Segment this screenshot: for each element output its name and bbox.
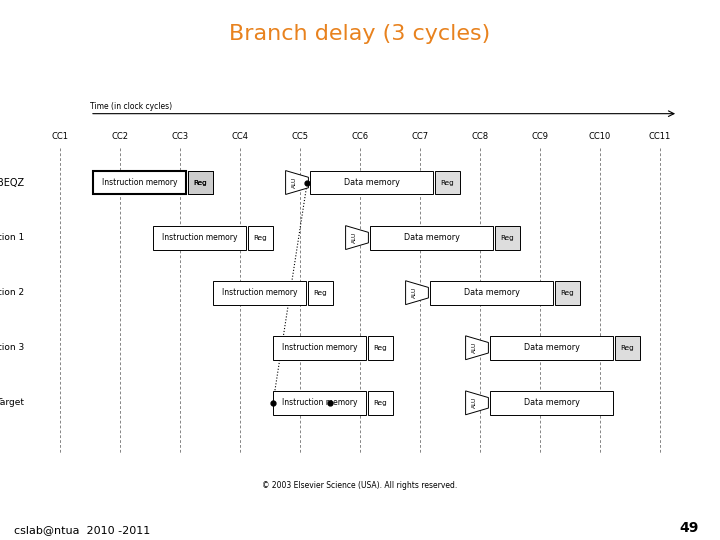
Text: Target: Target (0, 399, 24, 407)
Text: Data memory: Data memory (523, 343, 580, 352)
Bar (310, 171, 433, 194)
Bar (368, 336, 393, 360)
Text: Data memory: Data memory (343, 178, 400, 187)
Text: CC4: CC4 (232, 132, 248, 141)
Bar (431, 281, 553, 305)
Text: cslab@ntua  2010 -2011: cslab@ntua 2010 -2011 (14, 524, 150, 535)
Text: Reg: Reg (194, 179, 207, 186)
Text: Reg: Reg (253, 234, 267, 241)
Text: CC8: CC8 (472, 132, 489, 141)
Text: CC1: CC1 (52, 132, 68, 141)
Text: CC7: CC7 (411, 132, 428, 141)
Text: Instruction 2: Instruction 2 (0, 288, 24, 297)
Bar (248, 226, 273, 249)
Text: CC9: CC9 (531, 132, 549, 141)
Bar (273, 336, 366, 360)
Text: Instruction 1: Instruction 1 (0, 233, 24, 242)
Text: Instruction memory: Instruction memory (162, 233, 238, 242)
Bar (308, 281, 333, 305)
Bar (188, 171, 213, 194)
Bar (273, 391, 366, 415)
Bar (435, 171, 460, 194)
Text: Instruction memory: Instruction memory (282, 399, 357, 407)
Bar (188, 171, 213, 194)
Polygon shape (466, 336, 488, 360)
Text: 49: 49 (679, 521, 698, 535)
Polygon shape (286, 171, 308, 194)
Text: CC2: CC2 (112, 132, 128, 141)
Bar (555, 281, 580, 305)
Text: ALU: ALU (292, 177, 297, 188)
Text: CC10: CC10 (589, 132, 611, 141)
Text: CC3: CC3 (171, 132, 189, 141)
Text: CC11: CC11 (649, 132, 671, 141)
Text: Instruction memory: Instruction memory (282, 343, 357, 352)
Text: Reg: Reg (500, 234, 515, 241)
Text: Reg: Reg (374, 400, 387, 406)
Bar (370, 226, 493, 249)
Text: CC6: CC6 (351, 132, 369, 141)
Polygon shape (405, 281, 428, 305)
Text: Data memory: Data memory (404, 233, 459, 242)
Text: Branch delay (3 cycles): Branch delay (3 cycles) (230, 24, 490, 44)
Text: Reg: Reg (374, 345, 387, 351)
Bar (368, 391, 393, 415)
Text: © 2003 Elsevier Science (USA). All rights reserved.: © 2003 Elsevier Science (USA). All right… (262, 482, 458, 490)
Text: Instruction memory: Instruction memory (222, 288, 297, 297)
Text: Reg: Reg (313, 289, 328, 296)
Text: ALU: ALU (472, 342, 477, 353)
Text: Reg: Reg (441, 179, 454, 186)
Text: Data memory: Data memory (464, 288, 520, 297)
Text: Instruction memory: Instruction memory (102, 178, 177, 187)
Text: Reg: Reg (194, 179, 207, 186)
Text: Instruction 3: Instruction 3 (0, 343, 24, 352)
Text: ALU: ALU (472, 397, 477, 408)
Text: ALU: ALU (352, 232, 357, 243)
Polygon shape (466, 391, 488, 415)
Text: Data memory: Data memory (523, 399, 580, 407)
Bar (615, 336, 640, 360)
Text: Time (in clock cycles): Time (in clock cycles) (90, 103, 172, 111)
Text: BEQZ: BEQZ (0, 178, 24, 187)
Bar (490, 336, 613, 360)
Polygon shape (346, 226, 369, 249)
Text: Reg: Reg (561, 289, 575, 296)
Text: ALU: ALU (412, 287, 417, 298)
Bar (213, 281, 306, 305)
Bar (495, 226, 521, 249)
Bar (93, 171, 186, 194)
Bar (490, 391, 613, 415)
Text: Reg: Reg (621, 345, 634, 351)
Text: CC5: CC5 (292, 132, 308, 141)
Bar (153, 226, 246, 249)
